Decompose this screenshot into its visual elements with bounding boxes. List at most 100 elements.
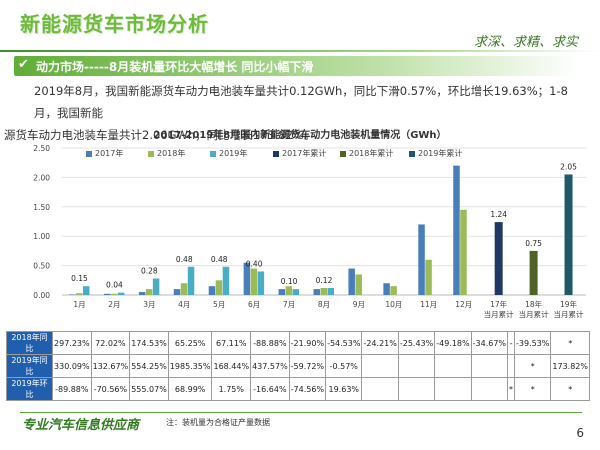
bar-2017年-10月 bbox=[383, 283, 390, 295]
bar-2017年-11月 bbox=[418, 224, 425, 295]
x-tick-label: 9月 bbox=[353, 300, 365, 309]
x-tick-label: 1月 bbox=[73, 300, 85, 309]
bar-2018年-5月 bbox=[215, 280, 223, 295]
table-cell: -88.88% bbox=[250, 331, 290, 355]
footer-note: 注：装机量为合格证产量数据 bbox=[166, 418, 270, 427]
data-label: 0.40 bbox=[246, 259, 263, 268]
table-cell bbox=[507, 354, 516, 378]
table-cell: -54.53% bbox=[325, 331, 363, 355]
bar-2019年-3月 bbox=[152, 278, 160, 295]
x-tick-label: 6月 bbox=[248, 300, 260, 309]
x-tick-label: 18年当月累计 bbox=[519, 299, 549, 319]
table-cell: 65.25% bbox=[167, 331, 213, 355]
bar-2017年-2月 bbox=[103, 293, 111, 295]
data-label: 0.28 bbox=[141, 267, 158, 276]
bar-2019年-7月 bbox=[292, 289, 300, 295]
bar-2017年-8月 bbox=[313, 289, 320, 295]
table-cell bbox=[397, 377, 436, 401]
x-tick-label: 4月 bbox=[178, 300, 190, 309]
legend-item: 2019年 bbox=[210, 148, 247, 159]
bar-2018年-7月 bbox=[285, 286, 293, 295]
bar-2017年-9月 bbox=[348, 268, 355, 295]
y-tick-label: 2.50 bbox=[33, 144, 50, 153]
x-tick-label: 3月 bbox=[143, 300, 155, 309]
data-label: 0.04 bbox=[106, 281, 123, 290]
table-cell bbox=[470, 377, 509, 401]
bar-2019年-8月 bbox=[327, 287, 334, 295]
data-label: 0.10 bbox=[281, 277, 298, 286]
table-cell: * bbox=[514, 354, 552, 378]
table-cell: -25.43% bbox=[397, 331, 436, 355]
x-tick-label: 17年当月累计 bbox=[484, 299, 514, 319]
legend-swatch bbox=[340, 150, 346, 157]
bar-2017年-5月 bbox=[208, 286, 216, 295]
bar-2018年-4月 bbox=[180, 283, 188, 295]
y-tick-label: 1.00 bbox=[33, 232, 50, 241]
legend-swatch bbox=[273, 150, 279, 157]
table-cell: 168.44% bbox=[211, 354, 252, 378]
bar-2017年-1月 bbox=[68, 294, 76, 295]
table-cell: * bbox=[550, 377, 590, 401]
header-divider bbox=[0, 50, 600, 52]
legend-label: 2017年 bbox=[95, 149, 124, 158]
table-cell: 555.07% bbox=[129, 377, 169, 401]
y-tick-label: 0.00 bbox=[33, 291, 50, 300]
table-cell: 297.23% bbox=[52, 331, 92, 355]
bar-2017年-6月 bbox=[243, 262, 251, 295]
legend-item: 2017年 bbox=[86, 148, 123, 159]
y-tick-label: 2.00 bbox=[33, 173, 50, 182]
legend-label: 2018年 bbox=[157, 149, 186, 158]
legend-swatch bbox=[86, 150, 92, 157]
data-label: 0.12 bbox=[316, 276, 333, 285]
footer-brand: 专业汽车信息供应商 bbox=[22, 418, 140, 433]
table-row: 2018年同比 297.23% 72.02% 174.53% 65.25% 67.11% -… bbox=[5, 331, 590, 355]
bar-2019年累计 bbox=[564, 174, 573, 295]
legend-label: 2019年 bbox=[219, 149, 248, 158]
x-tick-label: 2月 bbox=[108, 300, 120, 309]
row-header: 2018年同比 bbox=[5, 331, 54, 355]
table-cell: -16.64% bbox=[250, 377, 290, 401]
y-tick-label: 0.50 bbox=[33, 262, 50, 271]
data-label: 1.24 bbox=[490, 210, 507, 219]
table-cell: 330.09% bbox=[52, 354, 92, 378]
footer-divider bbox=[20, 412, 582, 413]
bar-2018年-9月 bbox=[355, 274, 362, 295]
bar-2019年-1月 bbox=[82, 286, 90, 295]
row-header: 2019年环比 bbox=[5, 377, 54, 401]
bar-2019年-4月 bbox=[187, 266, 195, 295]
table-cell bbox=[434, 354, 472, 378]
table-cell: - bbox=[507, 331, 516, 355]
table-cell: 72.02% bbox=[90, 331, 131, 355]
bar-2017年累计 bbox=[494, 222, 503, 295]
legend-label: 2017年累计 bbox=[282, 149, 327, 158]
legend-swatch bbox=[210, 150, 216, 157]
bar-2017年-3月 bbox=[138, 292, 146, 295]
bar-2018年-8月 bbox=[320, 287, 327, 295]
table-cell: -89.88% bbox=[52, 377, 92, 401]
x-tick-label: 11月 bbox=[420, 300, 437, 309]
slogan: 求深、求精、求实 bbox=[473, 35, 578, 50]
legend-item: 2019年累计 bbox=[409, 148, 462, 159]
table-cell: * bbox=[550, 331, 590, 355]
page-title: 新能源货车市场分析 bbox=[20, 12, 209, 36]
summary-paragraph: 2019年8月，我国新能源货车动力电池装车量共计0.12GWh，同比下滑0.57… bbox=[4, 80, 582, 146]
bar-2017年-12月 bbox=[453, 165, 460, 295]
bar-2018年-6月 bbox=[250, 268, 258, 295]
table-cell bbox=[434, 377, 472, 401]
bar-2018年-11月 bbox=[425, 259, 432, 295]
table-cell: -24.21% bbox=[361, 331, 399, 355]
data-label: 0.48 bbox=[176, 255, 193, 264]
x-tick-label: 7月 bbox=[283, 300, 295, 309]
legend-swatch bbox=[409, 150, 415, 157]
bar-2019年-5月 bbox=[222, 266, 230, 295]
table-cell: 173.82% bbox=[550, 354, 590, 378]
data-label: 0.15 bbox=[71, 274, 88, 283]
row-header: 2019年同比 bbox=[5, 354, 54, 378]
table-cell: * bbox=[514, 377, 552, 401]
page-number: 6 bbox=[576, 426, 584, 440]
subtitle-text: 动力市场-----8月装机量环比大幅增长 同比小幅下滑 bbox=[36, 60, 314, 74]
table-cell bbox=[361, 377, 399, 401]
table-cell bbox=[470, 354, 509, 378]
data-label: 0.48 bbox=[211, 255, 228, 264]
bar-2019年-2月 bbox=[117, 292, 125, 295]
